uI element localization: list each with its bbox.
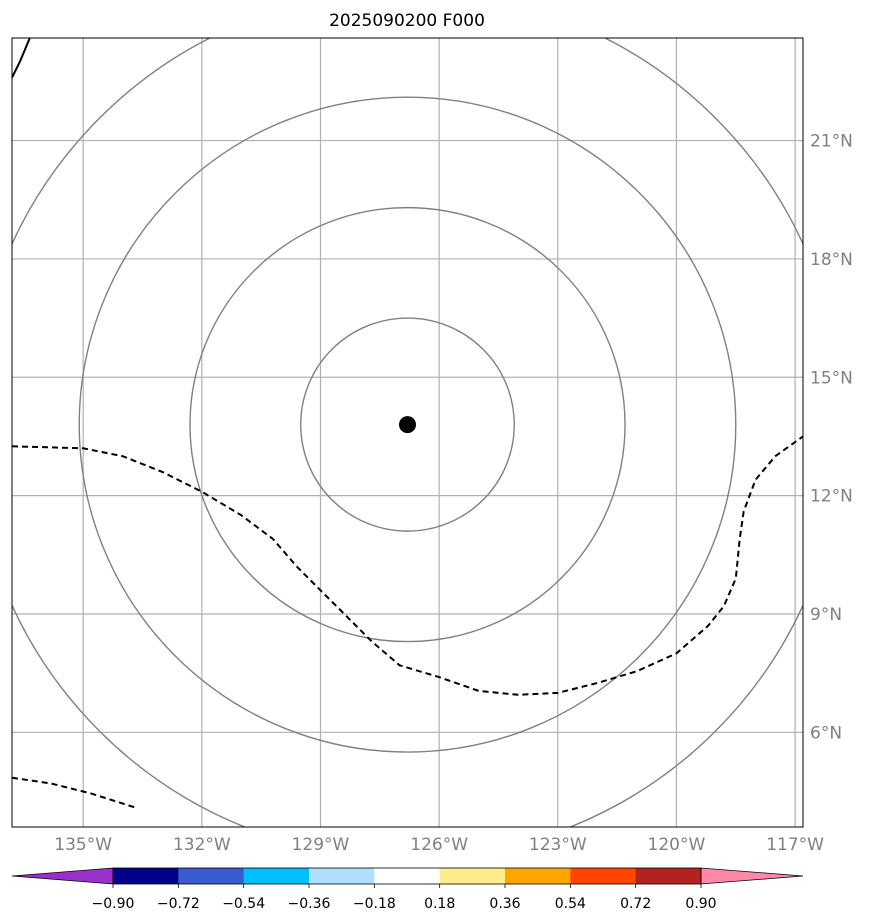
colorbar-tick-label: 0.90 xyxy=(685,896,716,912)
lat-tick-label: 18°N xyxy=(810,250,853,270)
lon-tick-label: 126°W xyxy=(410,835,468,855)
lat-tick-label: 15°N xyxy=(810,368,853,388)
colorbar-segment xyxy=(439,868,506,884)
lat-tick-label: 12°N xyxy=(810,487,853,507)
latitude-labels: 21°N 18°N 15°N 12°N 9°N 6°N xyxy=(810,132,853,744)
colorbar xyxy=(11,867,804,888)
lon-tick-label: 123°W xyxy=(529,835,587,855)
colorbar-segment xyxy=(309,868,375,884)
colorbar-outline xyxy=(112,867,702,885)
figure-title: 2025090200 F000 xyxy=(329,11,485,31)
colorbar-tick-label: 0.36 xyxy=(489,896,520,912)
colorbar-tick-label: 0.18 xyxy=(424,896,455,912)
colorbar-tick-label: −0.18 xyxy=(353,896,396,912)
colorbar-segment xyxy=(243,868,310,884)
lon-tick-label: 120°W xyxy=(648,835,706,855)
colorbar-tick-label: −0.36 xyxy=(288,896,331,912)
map-content xyxy=(12,38,803,827)
colorbar-over-triangle xyxy=(700,867,804,885)
range-rings xyxy=(12,38,803,827)
lon-tick-label: 117°W xyxy=(766,835,824,855)
colorbar-tick-label: −0.54 xyxy=(222,896,265,912)
lat-tick-label: 9°N xyxy=(810,605,842,625)
colorbar-segment xyxy=(113,868,179,884)
colorbar-under-triangle xyxy=(11,867,114,885)
colorbar-segment xyxy=(505,868,571,884)
lat-tick-label: 6°N xyxy=(810,723,842,743)
longitude-labels: 135°W 132°W 129°W 126°W 123°W 120°W 117°W xyxy=(54,835,824,855)
colorbar-tick-label: −0.90 xyxy=(92,896,135,912)
lat-tick-label: 21°N xyxy=(810,132,853,152)
colorbar-tick-label: 0.72 xyxy=(620,896,651,912)
range-ring xyxy=(300,317,515,532)
storm-center-marker xyxy=(399,416,416,434)
range-ring xyxy=(189,206,626,643)
lon-tick-label: 135°W xyxy=(54,835,112,855)
colorbar-tick-label: 0.54 xyxy=(555,896,586,912)
solid-contour-northwest xyxy=(12,38,31,78)
colorbar-tick-labels: −0.90 −0.72 −0.54 −0.36 −0.18 0.18 0.36 0.54 0.7… xyxy=(92,896,717,912)
colorbar-segment xyxy=(178,868,245,884)
colorbar-segment xyxy=(635,868,702,884)
dashed-contour-east xyxy=(12,435,803,696)
dashed-contour-southwest xyxy=(12,776,135,809)
colorbar-segment xyxy=(570,868,637,884)
range-ring xyxy=(78,96,737,753)
lon-tick-label: 132°W xyxy=(173,835,231,855)
colorbar-segment xyxy=(374,868,441,884)
lon-tick-label: 129°W xyxy=(292,835,350,855)
map-frame xyxy=(11,37,804,828)
latitude-gridlines xyxy=(12,139,803,733)
colorbar-tick-label: −0.72 xyxy=(157,896,200,912)
